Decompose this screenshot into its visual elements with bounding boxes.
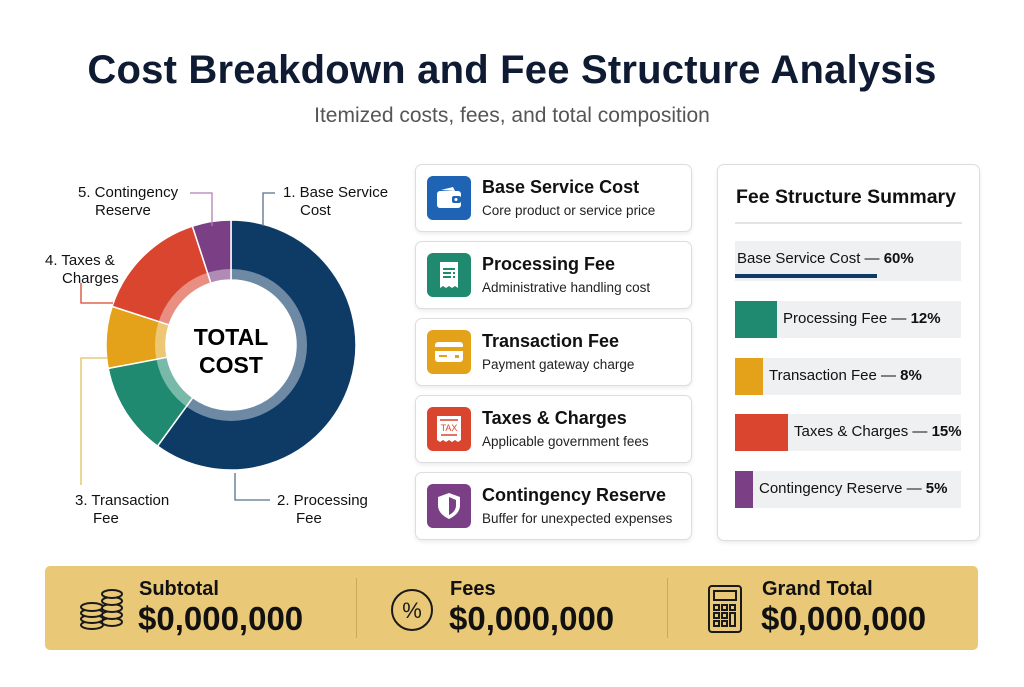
- callout-processing: 2. Processing Fee: [277, 492, 368, 527]
- svg-text:%: %: [402, 598, 422, 623]
- leader-line-transaction: [80, 357, 108, 485]
- summary-label: Contingency Reserve — 5%: [759, 480, 948, 497]
- subtotal-label: Subtotal: [139, 578, 219, 600]
- fees-value: $0,000,000: [449, 600, 615, 637]
- callout-taxes: 4. Taxes & Charges: [45, 252, 119, 287]
- page-title: Cost Breakdown and Fee Structure Analysi…: [87, 48, 937, 92]
- divider: [735, 222, 962, 224]
- card-title: Processing Fee: [482, 254, 616, 274]
- donut-chart: TOTAL COST: [80, 192, 357, 501]
- fee-summary-panel: Fee Structure Summary Base Service Cost …: [717, 164, 980, 541]
- summary-title: Fee Structure Summary: [736, 186, 956, 208]
- center-label-line2: COST: [199, 352, 263, 378]
- callout-base: 1. Base Service Cost: [283, 184, 389, 219]
- card-description: Core product or service price: [482, 203, 656, 218]
- donut-hole: [166, 280, 296, 410]
- leader-line-base: [262, 192, 275, 226]
- totals-bar: Subtotal $0,000,000 % Fees $0,000,000 Gr…: [45, 566, 978, 650]
- summary-bar: [735, 414, 788, 451]
- card-description: Administrative handling cost: [482, 280, 651, 295]
- summary-row: Transaction Fee — 8%: [735, 358, 961, 395]
- tax-receipt-icon: TAX: [427, 407, 471, 451]
- card-title: Transaction Fee: [482, 331, 620, 351]
- callout-transaction: 3. Transaction Fee: [75, 492, 170, 527]
- summary-row: Base Service Cost — 60%: [735, 241, 961, 281]
- summary-row: Contingency Reserve — 5%: [735, 471, 961, 508]
- percent-icon: %: [391, 589, 433, 631]
- svg-text:TAX: TAX: [441, 423, 458, 433]
- summary-bar: [735, 471, 753, 508]
- summary-bar: [735, 274, 877, 278]
- summary-label: Processing Fee — 12%: [783, 310, 941, 327]
- summary-row: Taxes & Charges — 15%: [735, 414, 962, 451]
- card-title: Contingency Reserve: [482, 485, 667, 505]
- summary-row: Processing Fee — 12%: [735, 301, 961, 338]
- receipt-icon: [427, 253, 471, 297]
- cost-card-base-service-cost: Base Service Cost Core product or servic…: [415, 164, 692, 232]
- summary-label: Transaction Fee — 8%: [769, 367, 922, 384]
- cost-card-taxes-charges: TAX Taxes & Charges Applicable governmen…: [415, 395, 692, 463]
- leader-line-taxes: [80, 283, 113, 304]
- cost-card-processing-fee: Processing Fee Administrative handling c…: [415, 241, 692, 309]
- leader-line-processing: [234, 473, 270, 501]
- center-label-line1: TOTAL: [194, 324, 269, 350]
- wallet-icon: [427, 176, 471, 220]
- card-title: Taxes & Charges: [482, 408, 627, 428]
- card-description: Payment gateway charge: [482, 357, 635, 372]
- card-description: Applicable government fees: [482, 434, 649, 449]
- card-description: Buffer for unexpected expenses: [482, 511, 673, 526]
- card-title: Base Service Cost: [482, 177, 640, 197]
- divider: [356, 578, 357, 638]
- subtotal-value: $0,000,000: [138, 600, 304, 637]
- summary-label: Taxes & Charges — 15%: [794, 423, 962, 440]
- credit-card-icon: [427, 330, 471, 374]
- summary-bar: [735, 301, 777, 338]
- cost-card-contingency-reserve: Contingency Reserve Buffer for unexpecte…: [415, 472, 692, 540]
- coins-icon: [80, 589, 123, 630]
- divider: [667, 578, 668, 638]
- cost-card-transaction-fee: Transaction Fee Payment gateway charge: [415, 318, 692, 386]
- shield-icon: [427, 484, 471, 528]
- grand-total-label: Grand Total: [762, 578, 873, 600]
- fees-label: Fees: [450, 578, 496, 600]
- summary-label: Base Service Cost — 60%: [737, 250, 914, 267]
- summary-bar: [735, 358, 763, 395]
- callout-contingency: 5. Contingency Reserve: [78, 184, 179, 219]
- calculator-icon: [708, 585, 742, 633]
- leader-line-contingency: [190, 192, 213, 226]
- grand-total-value: $0,000,000: [761, 600, 927, 637]
- page-subtitle: Itemized costs, fees, and total composit…: [314, 104, 710, 127]
